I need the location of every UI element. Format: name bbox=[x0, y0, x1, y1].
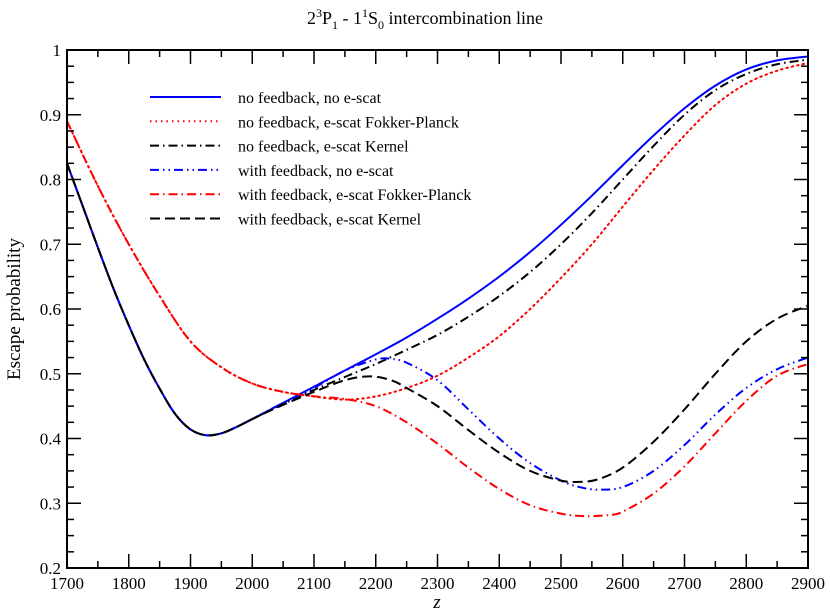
x-tick-label: 2600 bbox=[606, 574, 640, 593]
y-tick-label: 0.9 bbox=[40, 106, 61, 125]
x-tick-label: 2900 bbox=[791, 574, 825, 593]
y-tick-label: 0.4 bbox=[40, 430, 62, 449]
legend-item: with feedback, e-scat Kernel bbox=[150, 212, 422, 229]
x-tick-label: 2000 bbox=[235, 574, 269, 593]
legend-item: with feedback, e-scat Fokker-Planck bbox=[150, 187, 471, 204]
y-axis-label: Escape probability bbox=[4, 238, 25, 380]
x-axis-label: z bbox=[432, 592, 441, 613]
axes: 1700 1800 1900 2000 2100 2200 2300 2400 2500 2600… bbox=[40, 41, 825, 593]
y-tick-label: 0.6 bbox=[40, 300, 61, 319]
legend-label: with feedback, e-scat Fokker-Planck bbox=[238, 187, 471, 204]
y-tick-label: 0.5 bbox=[40, 365, 61, 384]
y-tick-label: 0.3 bbox=[40, 494, 61, 513]
y-tick-label: 0.2 bbox=[40, 559, 61, 578]
series-line-5 bbox=[67, 162, 808, 484]
y-tick-label: 0.8 bbox=[40, 171, 61, 190]
legend-label: with feedback, e-scat Kernel bbox=[238, 212, 422, 229]
legend-item: no feedback, no e-scat bbox=[150, 90, 382, 107]
x-tick-label: 2100 bbox=[297, 574, 331, 593]
legend-label: no feedback, e-scat Fokker-Planck bbox=[238, 114, 459, 131]
x-tick-label: 1700 bbox=[50, 574, 84, 593]
x-tick-label: 1800 bbox=[112, 574, 146, 593]
legend-label: no feedback, no e-scat bbox=[238, 90, 382, 107]
x-tick-label: 2200 bbox=[359, 574, 393, 593]
legend-label: no feedback, e-scat Kernel bbox=[238, 139, 409, 156]
legend-item: no feedback, e-scat Kernel bbox=[150, 139, 409, 156]
x-tick-label: 1900 bbox=[174, 574, 208, 593]
y-tick-label: 1 bbox=[53, 41, 62, 60]
x-tick-label: 2800 bbox=[729, 574, 763, 593]
x-tick-label: 2500 bbox=[544, 574, 578, 593]
series-line-3 bbox=[67, 162, 808, 491]
series-line-4 bbox=[67, 120, 808, 518]
legend-label: with feedback, no e-scat bbox=[238, 163, 394, 180]
plot-series bbox=[67, 55, 808, 518]
x-tick-label: 2700 bbox=[668, 574, 702, 593]
x-tick-label: 2300 bbox=[421, 574, 455, 593]
legend-item: no feedback, e-scat Fokker-Planck bbox=[150, 114, 459, 131]
y-tick-label: 0.7 bbox=[40, 235, 62, 254]
x-tick-label: 2400 bbox=[482, 574, 516, 593]
legend-item: with feedback, no e-scat bbox=[150, 163, 394, 180]
legend: no feedback, no e-scat no feedback, e-sca… bbox=[150, 90, 471, 229]
chart-title: 23P1 - 11S0 intercombination line bbox=[307, 6, 543, 32]
